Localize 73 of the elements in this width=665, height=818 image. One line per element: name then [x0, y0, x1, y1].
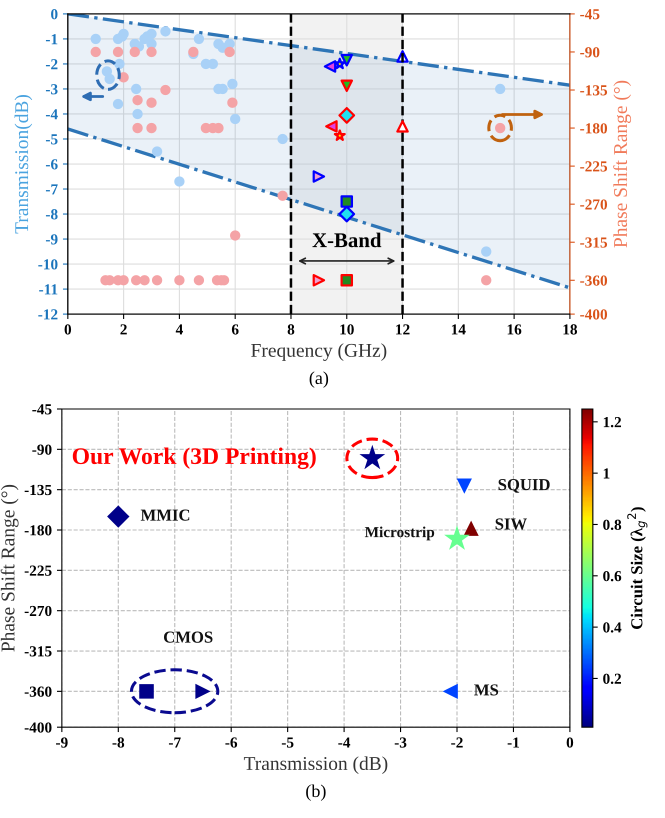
y-tick-label: -5: [46, 134, 58, 144]
y2-tick-label: -270: [580, 199, 608, 210]
series-label: SQUID: [498, 479, 550, 493]
y-axis-title: Transmission(dB): [14, 94, 32, 234]
y-axis-title: Phase Shift Range (°): [0, 484, 19, 652]
y-tick-label: -10: [38, 259, 58, 270]
x-tick-label: 8: [288, 324, 294, 335]
y2-tick-label: -135: [580, 85, 608, 96]
x-axis-title: Transmission (dB): [244, 756, 388, 774]
y-tick-label: -400: [24, 722, 52, 733]
x-tick-label: 18: [563, 324, 578, 335]
y-tick-label: -360: [24, 686, 52, 697]
color-bar-label: 1.2: [604, 417, 622, 428]
x-tick-label: 0: [64, 324, 72, 335]
x-tick-label: -4: [338, 737, 350, 748]
color-bar-label: 0.4: [603, 622, 622, 633]
x-tick-label: 6: [232, 324, 239, 335]
y-tick-label: -45: [32, 404, 52, 414]
series-label: SIW: [496, 518, 527, 530]
y2-tick-label: -45: [580, 9, 600, 20]
text: (a): [310, 371, 328, 388]
series-label: MMIC: [140, 510, 190, 521]
y2-tick-label: -360: [580, 275, 608, 286]
y-tick-label: -180: [24, 525, 52, 536]
y-tick-label: -3: [46, 84, 58, 94]
y2-tick-label: -90: [580, 47, 600, 58]
series-label: MS: [474, 684, 498, 696]
y-tick-label: -6: [46, 159, 58, 170]
y-tick-label: -11: [39, 284, 58, 294]
text: (b): [306, 784, 326, 801]
text: CMOS: [164, 632, 212, 643]
color-bar-label: 0.2: [603, 674, 622, 684]
series-label: Our Work (3D Printing): [72, 448, 316, 470]
y-tick-label: -315: [24, 646, 52, 656]
color-bar-title: Circuit Size (λ$_{g}$$^{2}$): [627, 507, 648, 629]
y2-tick-label: -180: [580, 123, 608, 134]
y2-tick-label: -315: [580, 237, 608, 248]
x-tick-label: 10: [340, 324, 354, 335]
series-label: Microstrip: [364, 526, 434, 540]
y2-tick-label: -400: [580, 309, 608, 320]
color-bar-label: 0.8: [603, 520, 622, 530]
x-tick-label: 2: [120, 324, 127, 334]
y-tick-label: -225: [24, 566, 52, 576]
x-tick-label: 14: [452, 324, 466, 334]
y-tick-label: 0: [51, 9, 58, 20]
x-tick-label: -7: [168, 738, 181, 748]
x-tick-label: 16: [508, 324, 522, 335]
y-tick-label: -12: [38, 309, 58, 320]
y-tick-label: -4: [46, 109, 58, 120]
x-tick-label: 4: [176, 324, 183, 334]
band-label: X-Band: [312, 232, 382, 248]
x-tick-label: -5: [282, 738, 294, 748]
x-axis-title: Frequency (GHz): [251, 343, 386, 361]
y-tick-label: -1: [46, 34, 58, 44]
y-tick-label: -135: [24, 484, 52, 496]
y-tick-label: -8: [46, 209, 58, 220]
x-tick-label: -1: [508, 737, 520, 748]
y-tick-label: -2: [46, 59, 58, 70]
x-tick-label: -8: [112, 737, 124, 748]
y-tick-label: -7: [46, 184, 58, 194]
x-tick-label: 12: [396, 324, 410, 334]
y-tick-label: -9: [46, 234, 58, 245]
x-tick-label: -6: [225, 737, 238, 748]
y-tick-label: -90: [32, 444, 52, 455]
y2-tick-label: -225: [580, 161, 608, 172]
x-tick-label: -9: [56, 737, 68, 748]
color-bar-label: 0.6: [603, 570, 622, 582]
y-tick-label: -270: [24, 606, 52, 616]
x-tick-label: 0: [566, 737, 574, 748]
x-tick-label: -3: [394, 737, 406, 748]
color-bar-label: 1: [604, 468, 610, 478]
x-tick-label: -2: [451, 737, 463, 748]
y2-axis-title: Phase Shift Range (°): [613, 80, 632, 248]
